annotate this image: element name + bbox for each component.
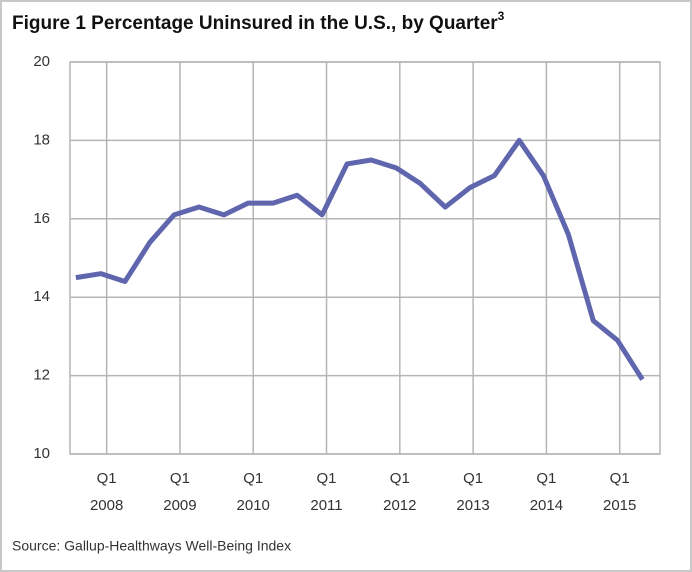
x-tick-label-line: 2011 — [310, 497, 342, 514]
x-tick-label-line: Q1 — [390, 470, 410, 487]
x-tick-label: Q1 2011 — [310, 470, 342, 514]
x-tick-label-line: 2009 — [163, 497, 196, 514]
x-tick-label-line: Q1 — [97, 470, 117, 487]
x-tick-label: Q1 2013 — [456, 470, 489, 514]
y-tick-label: 12 — [33, 367, 50, 384]
x-tick-label: Q1 2010 — [237, 470, 270, 514]
x-tick-label: Q1 2012 — [383, 470, 416, 514]
x-tick-label: Q1 2015 — [603, 470, 636, 514]
y-tick-label: 20 — [33, 53, 50, 70]
x-tick-label-line: 2010 — [237, 497, 270, 514]
title-superscript: 3 — [498, 9, 505, 23]
data-line — [75, 137, 645, 381]
y-tick-label: 16 — [33, 210, 50, 227]
x-tick-label-line: 2008 — [90, 497, 123, 514]
plot-border — [69, 61, 661, 455]
x-tick-label-line: Q1 — [610, 470, 630, 487]
x-tick-label-line: 2014 — [530, 497, 563, 514]
x-tick-label-line: 2015 — [603, 497, 636, 514]
x-tick-label: Q1 2009 — [163, 470, 196, 514]
x-tick-label-line: 2013 — [456, 497, 489, 514]
y-tick-label: 14 — [33, 288, 50, 305]
source: Source: Gallup-Healthways Well-Being Ind… — [12, 538, 291, 554]
x-tick-label-line: Q1 — [170, 470, 190, 487]
y-tick-label: 10 — [33, 445, 50, 462]
x-tick-label-line: Q1 — [463, 470, 483, 487]
x-tick-label-line: Q1 — [317, 470, 337, 487]
x-tick-label-line: Q1 — [243, 470, 263, 487]
x-tick-label: Q1 2014 — [530, 470, 563, 514]
x-tick-label: Q1 2008 — [90, 470, 123, 514]
chart-title: Figure 1 Percentage Uninsured in the U.S… — [12, 9, 505, 34]
x-tick-label-line: 2012 — [383, 497, 416, 514]
y-tick-label: 18 — [33, 131, 50, 148]
title-text: Figure 1 Percentage Uninsured in the U.S… — [12, 13, 498, 34]
x-tick-label-line: Q1 — [536, 470, 556, 487]
